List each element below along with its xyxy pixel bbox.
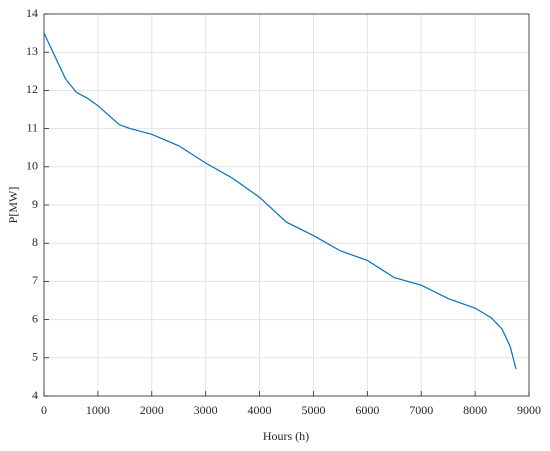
x-axis-label: Hours (h) [263,429,309,443]
x-tick-label: 8000 [463,403,487,417]
x-tick-label: 0 [41,403,47,417]
y-tick-label: 6 [32,311,38,325]
y-tick-label: 8 [32,235,38,249]
y-tick-label: 9 [32,197,38,211]
y-tick-label: 11 [26,120,38,134]
x-tick-label: 1000 [86,403,110,417]
line-series [43,32,517,370]
y-tick-label: 7 [32,273,38,287]
y-tick-label: 13 [26,44,38,58]
x-tick-label: 7000 [409,403,433,417]
plot-frame [43,13,530,397]
x-tick-label: 3000 [194,403,218,417]
x-tick-label: 9000 [517,403,541,417]
y-tick-label: 10 [26,159,38,173]
x-tick-label: 2000 [140,403,164,417]
y-tick-label: 14 [26,6,38,20]
y-tick-label: 4 [32,388,38,402]
y-axis-label: P[MW] [6,187,20,224]
y-tick-label: 5 [32,350,38,364]
x-tick-label: 5000 [301,403,325,417]
y-tick-label: 12 [26,82,38,96]
x-tick-label: 6000 [355,403,379,417]
x-tick-label: 4000 [248,403,272,417]
